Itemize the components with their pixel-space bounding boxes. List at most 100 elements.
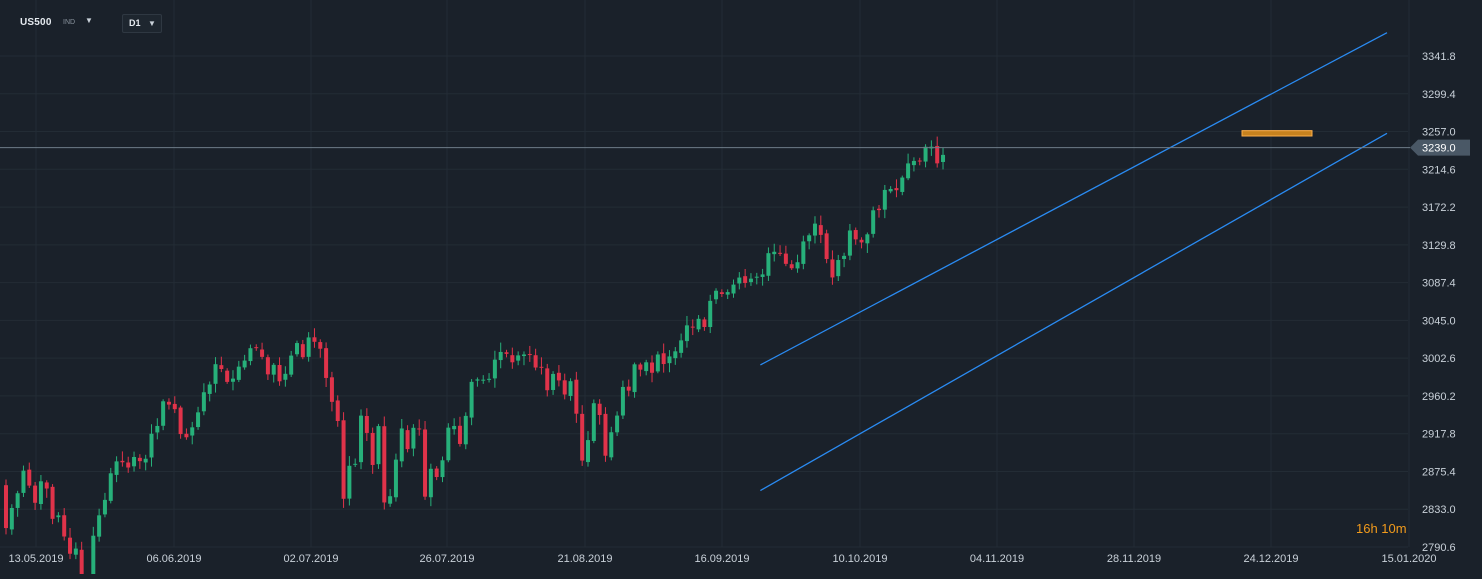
candle-body [714, 290, 719, 300]
candle-body [719, 292, 724, 294]
candle-body [423, 429, 428, 497]
price-tick-label: 3172.2 [1422, 202, 1456, 214]
candle-body [277, 364, 282, 382]
candle-body [15, 493, 20, 508]
candle-body [446, 427, 451, 461]
candle-body [38, 481, 43, 505]
candle-body [50, 486, 55, 519]
candle-body [842, 255, 847, 259]
candle-body [91, 535, 96, 579]
candle-body [469, 381, 474, 418]
candle-body [673, 351, 678, 359]
candle-body [434, 468, 439, 478]
candle-body [568, 381, 573, 396]
candle-body [201, 392, 206, 412]
date-tick-label: 15.01.2020 [1381, 553, 1436, 565]
candle-body [632, 364, 637, 393]
candle-body [690, 326, 695, 328]
candle-body [295, 343, 299, 355]
candle-body [830, 259, 835, 278]
candle-body [161, 401, 166, 426]
candle-body [457, 425, 462, 444]
candle-body [900, 177, 905, 192]
date-tick-label: 06.06.2019 [146, 553, 201, 565]
candle-body [894, 188, 899, 191]
candle-body [359, 415, 364, 463]
candle-body [923, 146, 928, 162]
candle-body [120, 460, 125, 463]
candle-body [743, 276, 748, 283]
candle-body [504, 352, 509, 354]
instrument-symbol[interactable]: US500 [20, 17, 52, 28]
timeframe-selector[interactable]: D1 ▼ [122, 14, 162, 33]
candle-body [254, 347, 259, 349]
current-price-tag [1410, 139, 1470, 156]
candle-body [230, 378, 235, 382]
candle-body [539, 366, 544, 368]
candle-body [260, 349, 265, 357]
chart-toolbar: US500 IND ▼ D1 ▼ [0, 0, 400, 44]
date-tick-label: 21.08.2019 [557, 553, 612, 565]
candle-body [213, 364, 218, 384]
candle-body [411, 427, 416, 449]
candle-body [877, 208, 881, 211]
candle-body [603, 413, 608, 456]
candle-countdown: 16h 10m [1356, 521, 1407, 536]
candle-body [9, 507, 14, 530]
date-tick-label: 28.11.2019 [1107, 553, 1161, 565]
candle-body [79, 549, 84, 579]
candle-body [615, 415, 620, 433]
candle-body [748, 278, 753, 283]
candle-body [865, 234, 870, 244]
timeframe-label: D1 [129, 18, 141, 28]
candle-body [574, 379, 579, 414]
candle-body [184, 433, 189, 438]
candle-body [417, 428, 422, 430]
price-tick-label: 3129.8 [1422, 240, 1456, 252]
candle-body [638, 364, 643, 370]
candle-body [73, 548, 78, 555]
candle-body [428, 468, 433, 498]
candle-body [126, 462, 131, 468]
candle-body [475, 379, 480, 381]
candle-body [917, 160, 922, 162]
candle-body [824, 233, 829, 260]
candle-body [586, 440, 590, 463]
candle-body [236, 366, 241, 380]
instrument-dropdown-icon[interactable]: ▼ [85, 16, 93, 25]
price-tick-label: 3341.8 [1422, 51, 1456, 63]
date-tick-label: 13.05.2019 [8, 553, 63, 565]
candle-body [347, 465, 352, 499]
candle-body [405, 430, 410, 450]
candle-body [911, 160, 916, 166]
price-tick-label: 2875.4 [1422, 466, 1456, 478]
candle-body [132, 456, 137, 467]
candle-body [789, 264, 794, 269]
candle-body [102, 499, 107, 515]
candle-body [137, 457, 142, 462]
candle-body [812, 223, 817, 236]
candle-body [376, 426, 381, 465]
candle-body [44, 482, 49, 489]
candle-body [4, 485, 8, 529]
candle-body [265, 357, 270, 375]
candle-body [318, 342, 323, 349]
candle-body [143, 458, 148, 463]
candle-body [370, 432, 375, 465]
candle-body [650, 362, 655, 373]
candle-body [772, 251, 777, 255]
price-tick-label: 2917.8 [1422, 429, 1456, 441]
candle-body [452, 425, 457, 430]
date-tick-label: 24.12.2019 [1243, 553, 1298, 565]
channel-upper-line [760, 32, 1388, 366]
candle-body [684, 325, 689, 342]
candle-body [149, 433, 154, 458]
candle-body [27, 469, 32, 486]
candle-body [108, 473, 113, 501]
price-tick-label: 3299.4 [1422, 89, 1456, 101]
candle-body [836, 260, 841, 277]
candle-body [300, 344, 305, 358]
candle-body [510, 355, 515, 363]
